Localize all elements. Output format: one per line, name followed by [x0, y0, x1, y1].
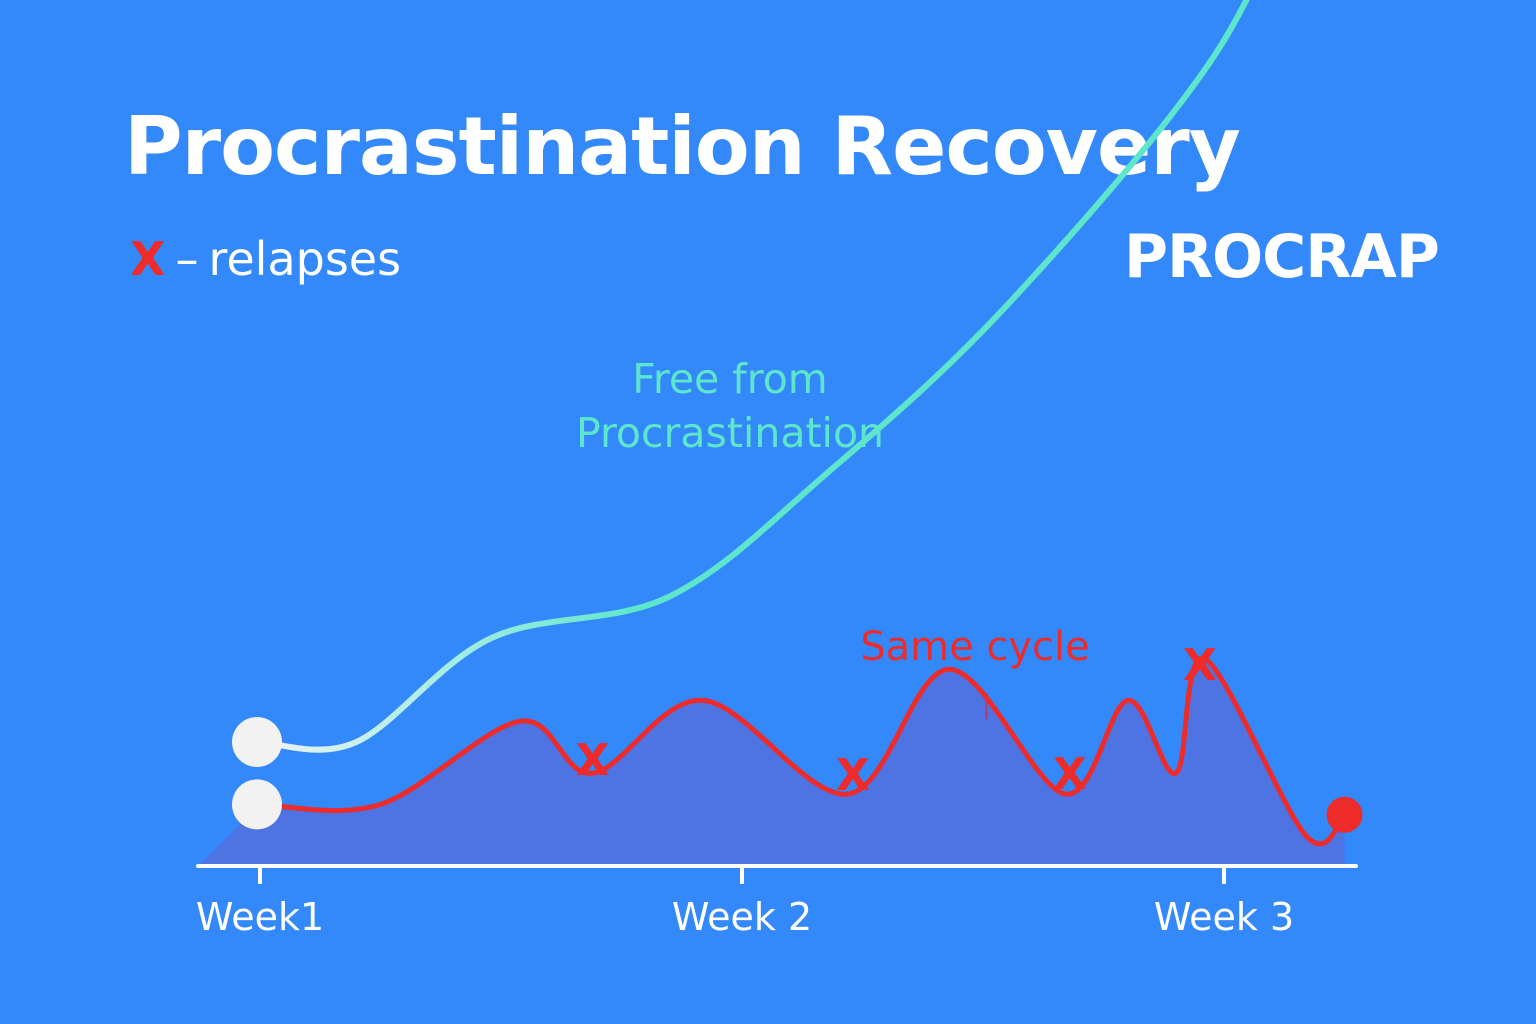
same-cycle-annotation: Same cycle: [860, 624, 1090, 670]
legend-separator: –: [175, 232, 199, 286]
series-label-free: Free from Procrastination: [575, 355, 885, 457]
relapse-marker: X: [576, 735, 610, 786]
relapse-marker: X: [836, 750, 870, 801]
cycle-series-end-point: [1326, 796, 1363, 833]
relapse-marker: X: [1183, 640, 1217, 691]
x-tick-label: Week 3: [1154, 895, 1294, 939]
free-series-line: [257, 0, 1250, 753]
brand-label: PROCRAP: [1124, 222, 1440, 292]
x-tick-label: Week1: [196, 895, 324, 939]
cycle-series-start-point: [232, 779, 282, 830]
cycle-area-fill: [198, 658, 1345, 866]
x-tick-label: Week 2: [672, 895, 812, 939]
free-series-start-point: [232, 717, 282, 767]
legend-label: relapses: [208, 232, 402, 286]
chart-title: Procrastination Recovery: [124, 100, 1241, 193]
cycle-series-line: [257, 656, 1347, 847]
relapse-legend-marker: X: [130, 232, 166, 286]
legend: X – relapses: [130, 232, 401, 286]
annotation-pointer: [985, 693, 988, 719]
relapse-marker: X: [1053, 749, 1087, 800]
